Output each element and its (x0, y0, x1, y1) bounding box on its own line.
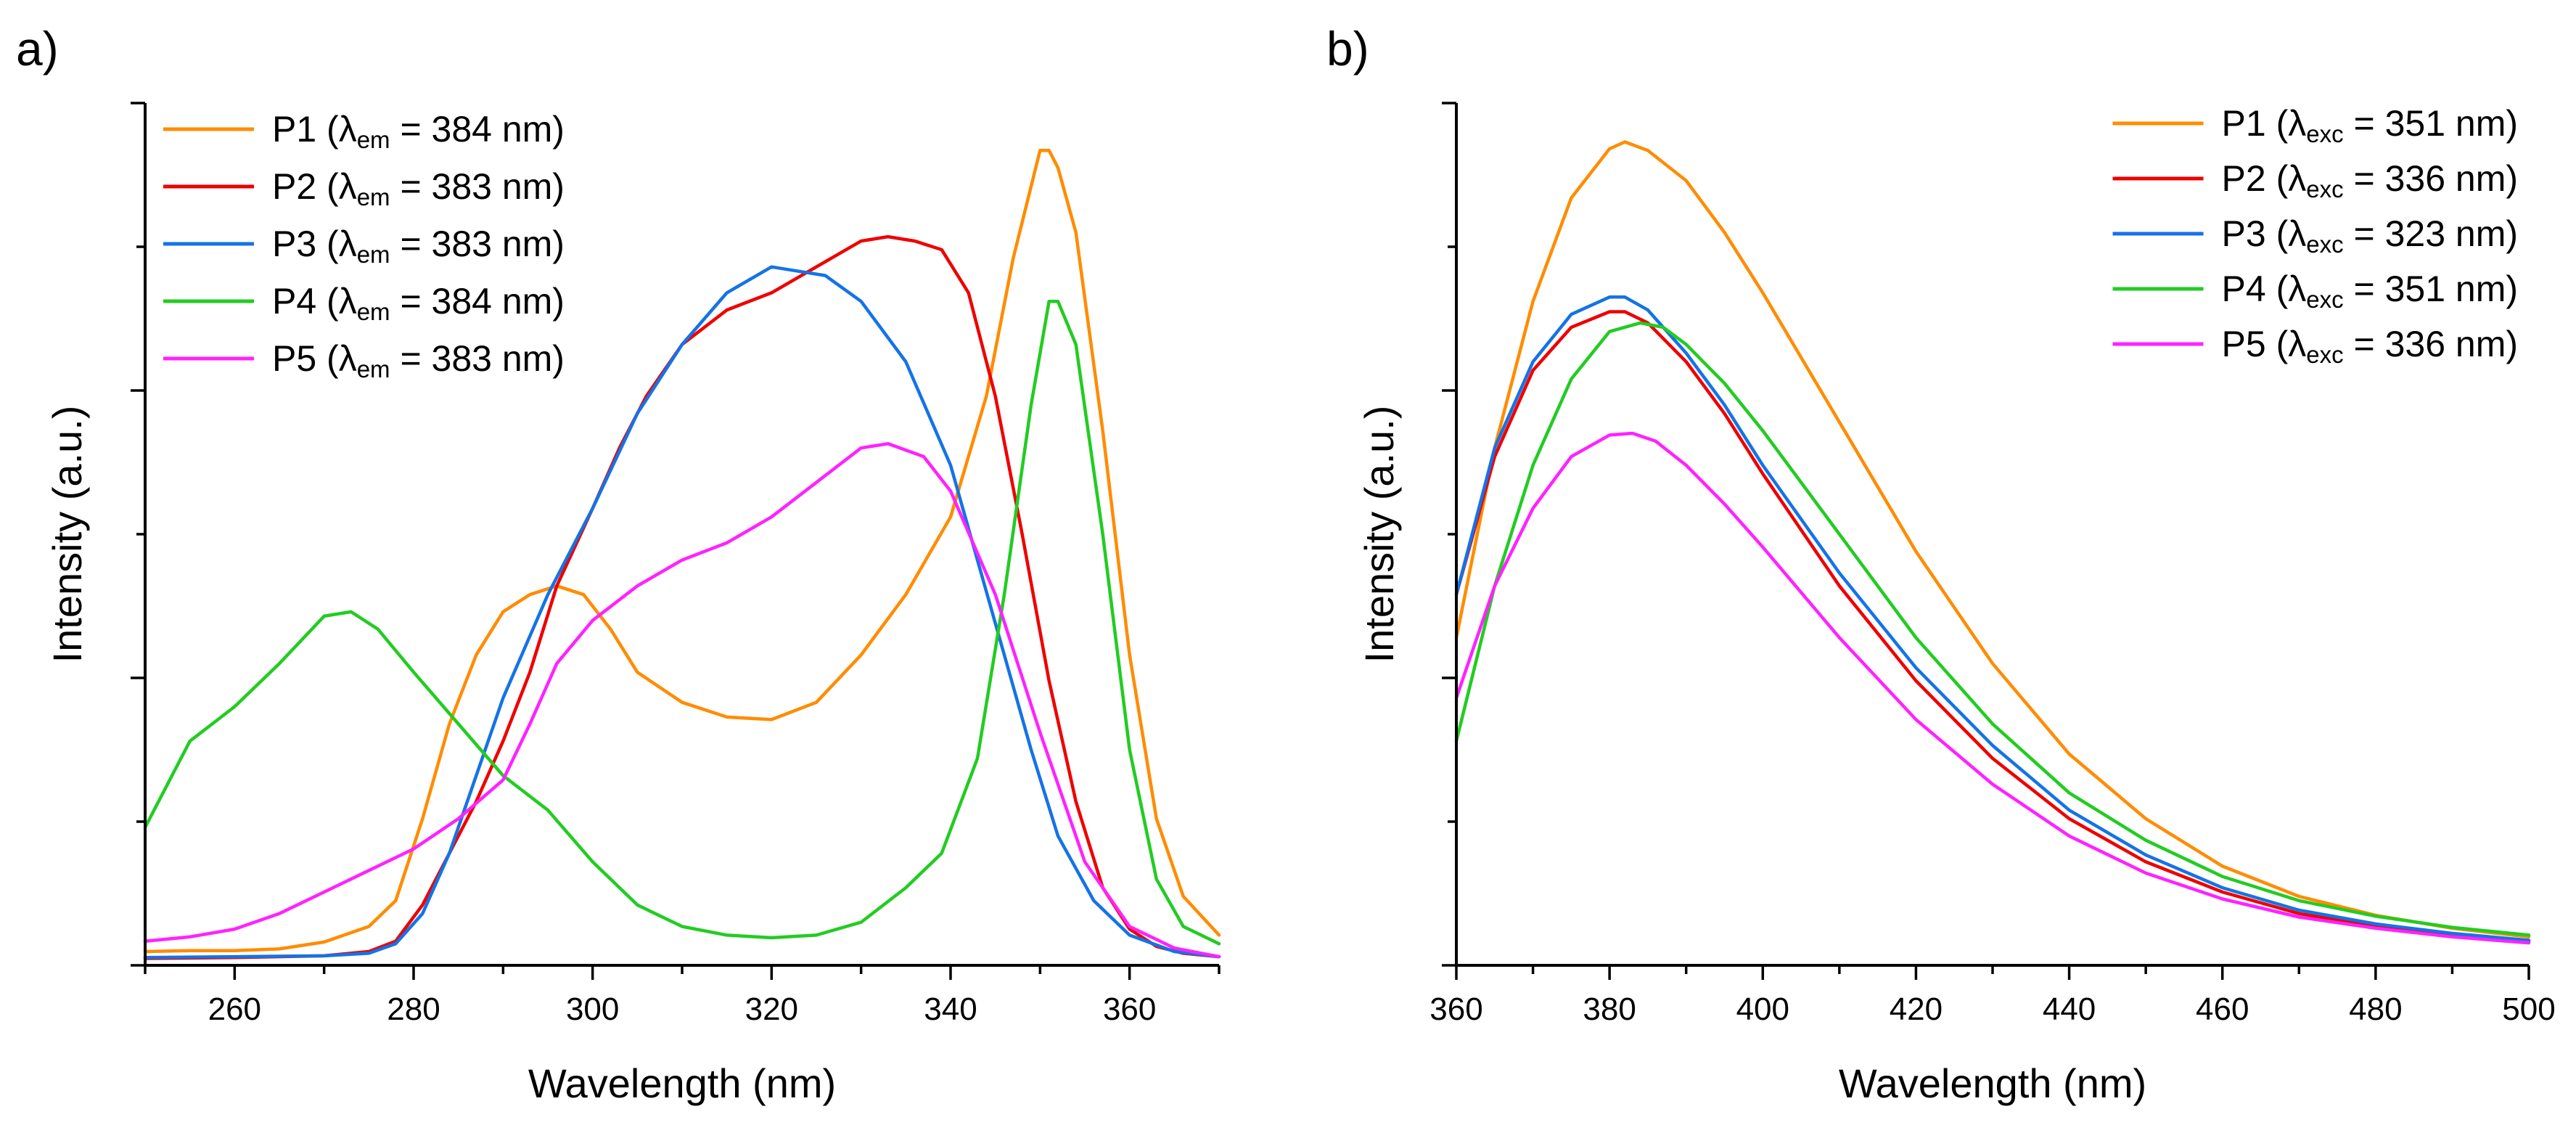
legend-label-subscript: exc (2306, 231, 2343, 258)
legend-label-rest: = 383 nm) (390, 338, 565, 379)
chart-panel-b: b) 360 380 400 420 440 460 480 500 Wavelength (nm… (1326, 22, 2556, 1106)
legend-label-main: P5 (λ (2222, 324, 2307, 364)
series-line-p4 (143, 299, 1221, 946)
series-line-p5 (1454, 431, 2531, 945)
series-group (1454, 140, 2531, 945)
x-tick-label: 260 (208, 991, 261, 1027)
x-tick-label: 300 (566, 991, 619, 1027)
x-tick-label: 440 (2043, 991, 2096, 1027)
legend-label: P5 (λem = 383 nm) (272, 338, 565, 382)
legend-label-rest: = 336 nm) (2344, 158, 2518, 199)
legend-label-rest: = 383 nm) (390, 224, 565, 264)
x-tick-label: 360 (1429, 991, 1482, 1027)
legend-label-main: P3 (λ (2222, 213, 2307, 254)
legend-item-p2: P2 (λexc = 336 nm) (2112, 158, 2518, 202)
legend-label-main: P1 (λ (2222, 103, 2307, 144)
x-tick-label: 340 (924, 991, 977, 1027)
y-axis-title: Intensity (a.u.) (1356, 406, 1402, 663)
panel-label: a) (16, 22, 59, 75)
legend-label-rest: = 384 nm) (390, 281, 565, 322)
x-tick-label: 320 (745, 991, 798, 1027)
legend-label-main: P1 (λ (272, 109, 357, 150)
legend-label-subscript: exc (2306, 286, 2343, 313)
x-tick-label: 500 (2502, 991, 2555, 1027)
legend-item-p4: P4 (λexc = 351 nm) (2112, 269, 2518, 313)
x-tick-label: 420 (1890, 991, 1943, 1027)
legend-label-main: P2 (λ (2222, 158, 2307, 199)
legend-label: P2 (λem = 383 nm) (272, 166, 565, 210)
series-line-p2 (1454, 310, 2531, 943)
legend-item-p4: P4 (λem = 384 nm) (163, 281, 565, 325)
x-axis-title: Wavelength (nm) (1839, 1060, 2146, 1106)
series-line-p1 (143, 149, 1221, 954)
legend-label-main: P3 (λ (272, 224, 357, 264)
x-axis-title: Wavelength (nm) (528, 1060, 836, 1106)
x-tick-label: 380 (1583, 991, 1636, 1027)
legend-item-p2: P2 (λem = 383 nm) (163, 166, 565, 210)
panel-label: b) (1326, 22, 1369, 75)
legend-item-p5: P5 (λem = 383 nm) (163, 338, 565, 382)
series-line-p3 (143, 265, 1221, 960)
legend-item-p1: P1 (λem = 384 nm) (163, 109, 565, 153)
legend-label-main: P2 (λ (272, 166, 357, 207)
legend-label-subscript: em (357, 356, 390, 382)
x-tick-label: 400 (1736, 991, 1789, 1027)
series-line-p3 (1454, 295, 2531, 942)
legend-label-subscript: em (357, 184, 390, 210)
legend-item-p1: P1 (λexc = 351 nm) (2112, 103, 2518, 147)
legend-label-subscript: em (357, 126, 390, 153)
x-tick-label: 460 (2196, 991, 2249, 1027)
legend-label-subscript: exc (2306, 120, 2343, 147)
series-line-p2 (143, 234, 1221, 960)
legend-label: P4 (λexc = 351 nm) (2222, 269, 2518, 313)
legend-label: P3 (λem = 383 nm) (272, 224, 565, 268)
legend-label: P5 (λexc = 336 nm) (2222, 324, 2518, 368)
legend-label-rest: = 336 nm) (2344, 324, 2518, 364)
legend-label: P1 (λem = 384 nm) (272, 109, 565, 153)
legend-label: P4 (λem = 384 nm) (272, 281, 565, 325)
legend-label-main: P4 (λ (272, 281, 357, 322)
x-tick-label: 480 (2349, 991, 2402, 1027)
legend-label-subscript: em (357, 241, 390, 268)
legend-label-main: P5 (λ (272, 338, 357, 379)
legend: P1 (λexc = 351 nm)P2 (λexc = 336 nm)P3 (… (2112, 103, 2518, 368)
legend-label: P2 (λexc = 336 nm) (2222, 158, 2518, 202)
legend-label: P3 (λexc = 323 nm) (2222, 213, 2518, 258)
legend: P1 (λem = 384 nm)P2 (λem = 383 nm)P3 (λe… (163, 109, 565, 382)
legend-label-subscript: em (357, 298, 390, 325)
legend-item-p5: P5 (λexc = 336 nm) (2112, 324, 2518, 368)
legend-label-subscript: exc (2306, 176, 2343, 202)
legend-label-rest: = 383 nm) (390, 166, 565, 207)
legend-label-subscript: exc (2306, 341, 2343, 368)
series-line-p5 (143, 442, 1221, 959)
chart-panel-a: a) 260 280 300 320 340 360 Wavelength (nm) Inten… (16, 22, 1221, 1106)
legend-item-p3: P3 (λem = 383 nm) (163, 224, 565, 268)
legend-label-rest: = 351 nm) (2344, 103, 2518, 144)
legend-label-rest: = 351 nm) (2344, 269, 2518, 309)
legend-label-rest: = 323 nm) (2344, 213, 2518, 254)
x-tick-label: 360 (1103, 991, 1156, 1027)
series-group (143, 149, 1221, 960)
series-line-p1 (1454, 140, 2531, 939)
legend-label-main: P4 (λ (2222, 269, 2307, 309)
y-axis-title: Intensity (a.u.) (44, 406, 90, 663)
x-tick-label: 280 (387, 991, 440, 1027)
legend-item-p3: P3 (λexc = 323 nm) (2112, 213, 2518, 258)
series-line-p4 (1454, 321, 2531, 937)
legend-label-rest: = 384 nm) (390, 109, 565, 150)
legend-label: P1 (λexc = 351 nm) (2222, 103, 2518, 147)
